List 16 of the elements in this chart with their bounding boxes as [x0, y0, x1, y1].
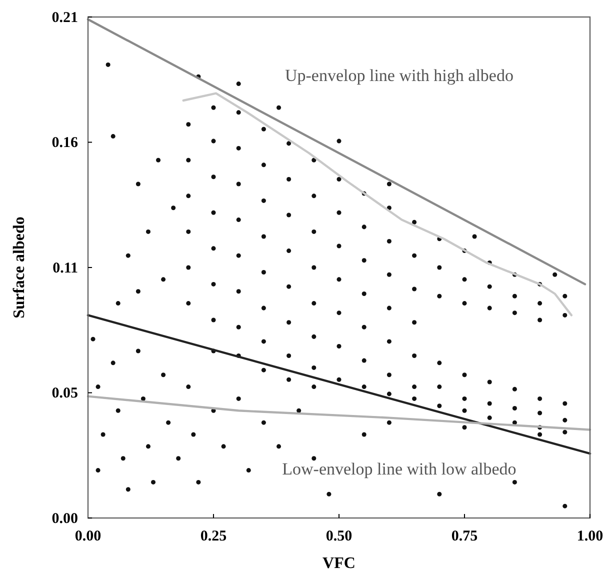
y-tick-label: 0.11 [52, 260, 78, 276]
line-series [182, 92, 573, 316]
annotation: Up-envelop line with high albedo [284, 66, 514, 86]
y-tick-label: 0.00 [52, 510, 78, 527]
y-axis-title: Surface albedo [11, 216, 28, 318]
annotation: Low-envelop line with low albedo [282, 459, 516, 478]
y-tick-label: 0.05 [52, 386, 78, 402]
x-tick-label: 0.50 [326, 528, 352, 545]
x-tick-label: 1.00 [576, 528, 604, 545]
x-tick-label: 0.25 [200, 528, 227, 545]
x-tick-label: 0.75 [451, 528, 478, 545]
y-tick-label: 0.16 [52, 135, 78, 152]
x-tick-label: 0.00 [74, 528, 102, 545]
y-tick-label: 0.21 [52, 10, 78, 26]
line-series [86, 395, 592, 431]
x-axis-title: VFC [322, 555, 356, 572]
